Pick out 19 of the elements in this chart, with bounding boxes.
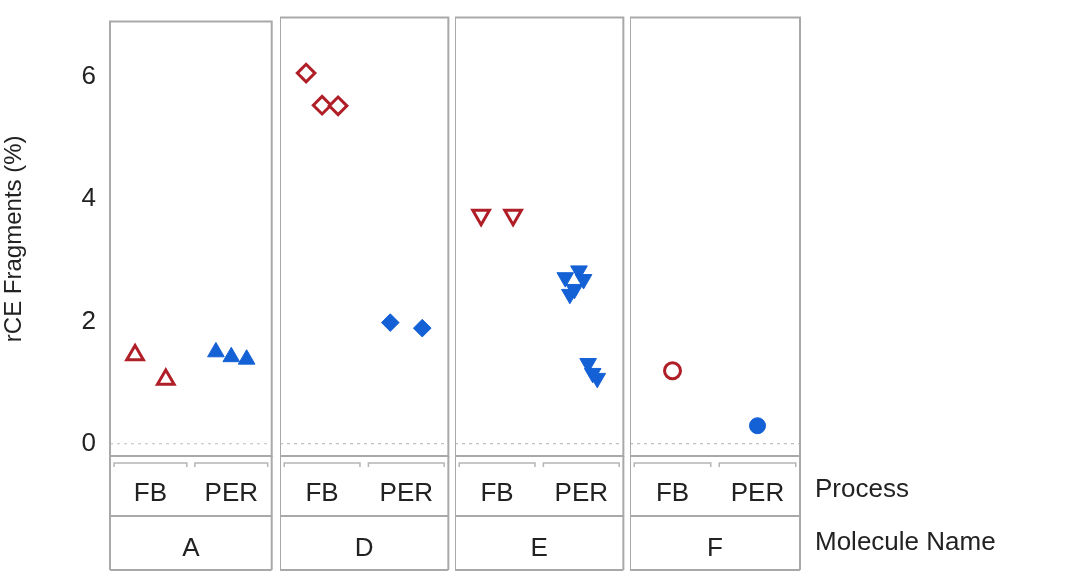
x-tick-label: PER: [554, 476, 608, 507]
x-axis-title: D: [354, 531, 374, 562]
x-tick-label: PER: [204, 476, 258, 507]
x-axis-title: A: [182, 531, 201, 562]
text: Process: [815, 473, 909, 504]
y-tick-label: 4: [81, 182, 96, 213]
x-tick-label: PER: [730, 476, 785, 507]
x-tick-label: FB: [655, 476, 690, 507]
x-tick-label: FB: [305, 476, 339, 507]
text: Molecule Name: [815, 526, 996, 557]
x-tick-label: FB: [480, 476, 514, 507]
y-axis-title: rCE Fragments (%): [0, 135, 27, 343]
x-tick-label: FB: [133, 476, 168, 507]
y-tick-label: 2: [81, 304, 96, 335]
x-axis-title: F: [707, 531, 723, 562]
y-tick-label: 6: [81, 59, 96, 90]
x-tick-label: PER: [379, 476, 433, 507]
y-tick-label: 0: [81, 426, 96, 457]
x-axis-title: E: [530, 531, 548, 562]
